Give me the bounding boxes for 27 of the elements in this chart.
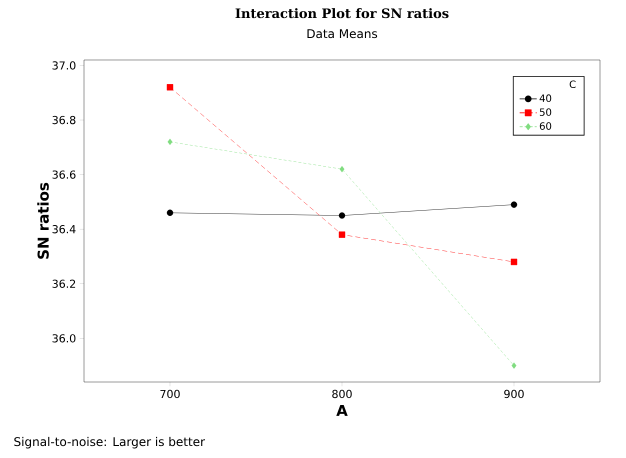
x-tick-label: 700 — [160, 390, 180, 398]
x-tick-label: 900 — [504, 390, 524, 398]
point — [168, 138, 172, 146]
point — [338, 212, 346, 219]
x-axis-title: A — [336, 404, 348, 416]
point — [340, 166, 344, 172]
text: Signal-to-noise: Larger is better — [14, 436, 206, 448]
legend-label: 40 — [540, 94, 552, 102]
legend-label: 50 — [540, 108, 552, 116]
chart-subtitle: Data Means — [307, 29, 378, 38]
point — [166, 210, 174, 216]
point — [510, 258, 518, 266]
point — [166, 84, 174, 90]
point — [512, 362, 516, 369]
y-tick-label: 36.6 — [52, 170, 76, 179]
y-tick-label: 36.0 — [52, 334, 76, 342]
x-tick-label: 800 — [332, 390, 352, 398]
y-tick-label: 36.8 — [52, 116, 76, 124]
point — [338, 231, 346, 238]
chart-title: Interaction Plot for SN ratios — [236, 8, 449, 18]
legend-label: 60 — [540, 122, 552, 130]
y-axis-title: SN ratios — [37, 182, 49, 259]
legend-title: C — [570, 80, 576, 88]
y-tick-label: 36.4 — [52, 225, 76, 234]
y-tick-label: 37.0 — [52, 61, 76, 70]
point — [510, 201, 518, 208]
y-tick-label: 36.2 — [52, 280, 76, 288]
